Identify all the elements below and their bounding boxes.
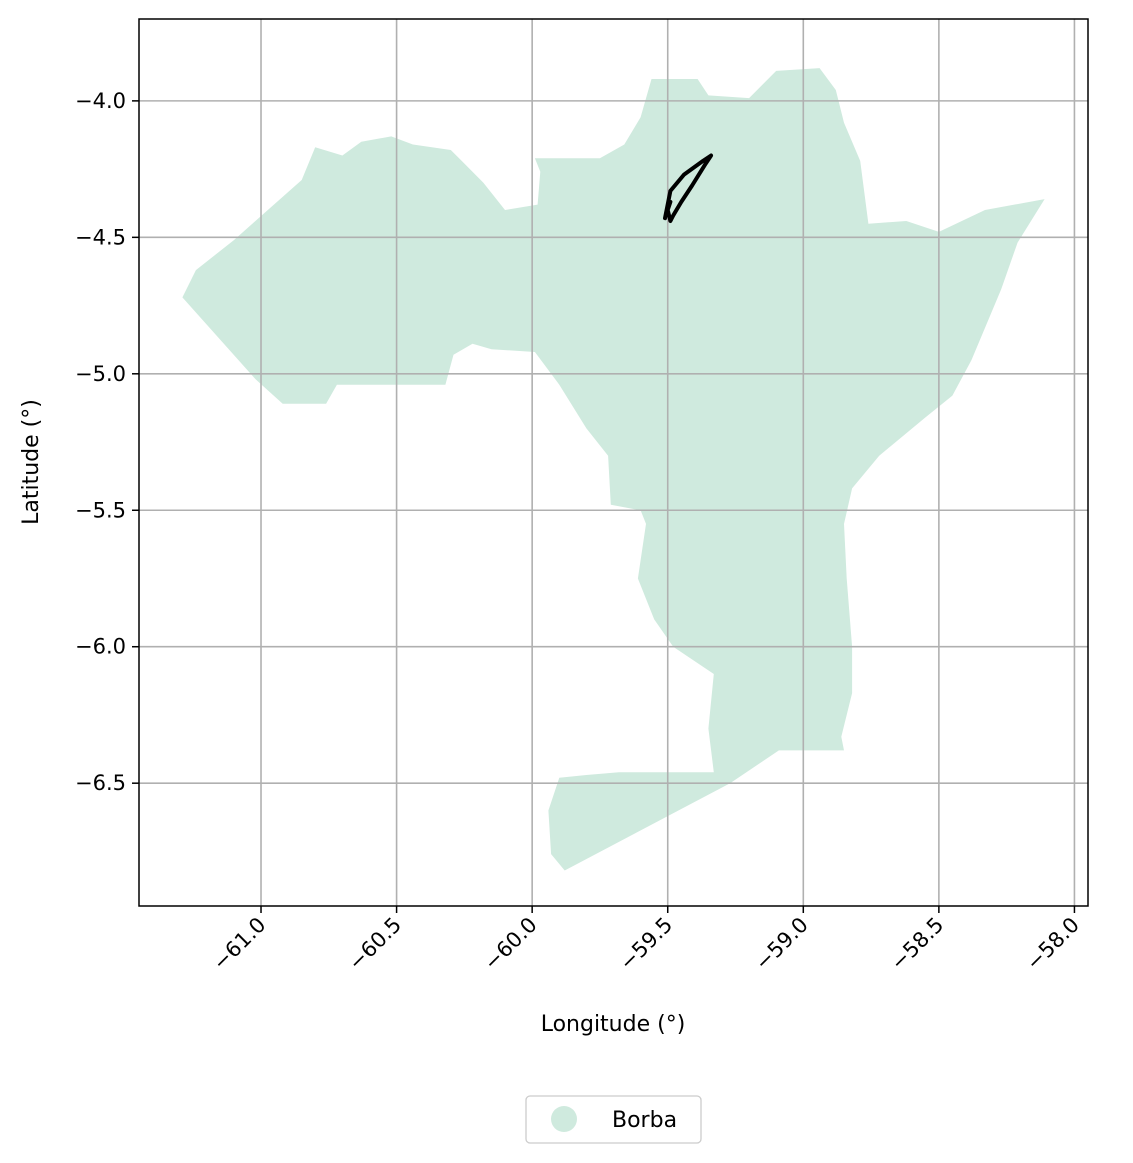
track-layer bbox=[663, 153, 714, 223]
y-axis-ticks: −4.0 −4.5 −5.0 −5.5 −6.0 −6.5 bbox=[75, 89, 139, 795]
borba-region-layer bbox=[182, 68, 1045, 871]
legend: Borba bbox=[525, 1095, 702, 1144]
legend-label-borba: Borba bbox=[612, 1108, 677, 1133]
plot-frame bbox=[138, 18, 1089, 907]
x-axis-label: Longitude (°) bbox=[541, 1012, 686, 1037]
y-axis-label: Latitude (°) bbox=[19, 399, 44, 525]
legend-marker-borba bbox=[551, 1106, 577, 1132]
borba-region-polygon bbox=[182, 68, 1045, 871]
y-tick-label-4: −6.0 bbox=[75, 635, 126, 659]
track-line bbox=[663, 153, 714, 223]
y-tick-label-5: −6.5 bbox=[75, 771, 126, 795]
y-tick-label-1: −4.5 bbox=[75, 225, 126, 249]
y-tick-label-0: −4.0 bbox=[75, 89, 126, 113]
y-tick-label-3: −5.5 bbox=[75, 498, 126, 522]
grid-lines bbox=[139, 19, 1088, 906]
y-tick-label-2: −5.0 bbox=[75, 362, 126, 386]
